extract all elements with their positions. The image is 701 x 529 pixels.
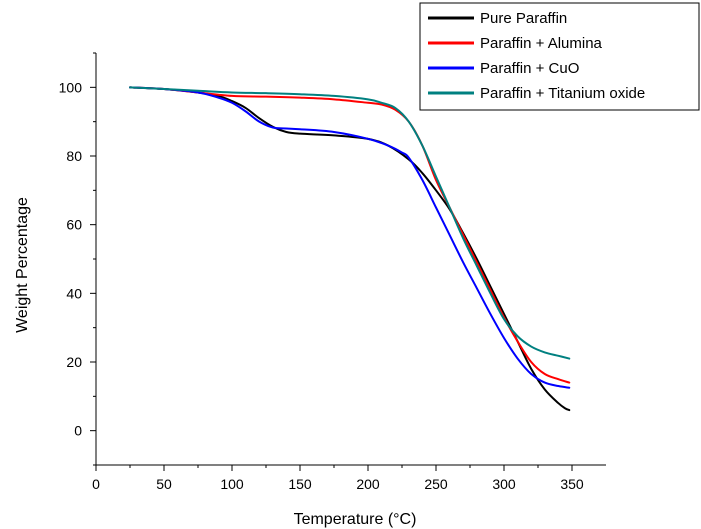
y-tick-label: 20 [66, 354, 82, 370]
x-tick-label: 150 [288, 476, 312, 492]
x-tick-label: 250 [424, 476, 448, 492]
y-tick-label: 60 [66, 217, 82, 233]
series-layer [129, 86, 571, 412]
x-tick-label: 200 [356, 476, 380, 492]
series-line-paraffin-titanium-oxide [129, 86, 571, 360]
y-tick-label: 40 [66, 285, 82, 301]
y-tick-label: 80 [66, 148, 82, 164]
legend-label-paraffin-alumina: Paraffin + Alumina [480, 35, 603, 52]
axis-ticks: 0 50 100 150 200 250 300 350 0 20 40 60 80 100 [59, 52, 584, 492]
x-tick-label: 0 [92, 476, 100, 492]
legend-label-paraffin-titanium-oxide: Paraffin + Titanium oxide [480, 85, 645, 102]
y-tick-label: 100 [59, 79, 83, 95]
series-line-pure-paraffin [129, 86, 571, 412]
legend: Pure Paraffin Paraffin + Alumina Paraffin … [419, 2, 700, 111]
x-tick-label: 300 [492, 476, 516, 492]
axes [95, 53, 606, 466]
x-tick-label: 100 [220, 476, 244, 492]
x-tick-label: 50 [156, 476, 172, 492]
y-axis-label: Weight Percentage [14, 197, 31, 333]
legend-label-paraffin-cuo: Paraffin + CuO [480, 60, 579, 77]
legend-label-pure-paraffin: Pure Paraffin [480, 10, 567, 27]
x-axis-label: Temperature (°C) [294, 511, 417, 528]
y-tick-label: 0 [74, 423, 82, 439]
series-line-paraffin-cuo [129, 86, 571, 389]
x-tick-label: 350 [560, 476, 584, 492]
